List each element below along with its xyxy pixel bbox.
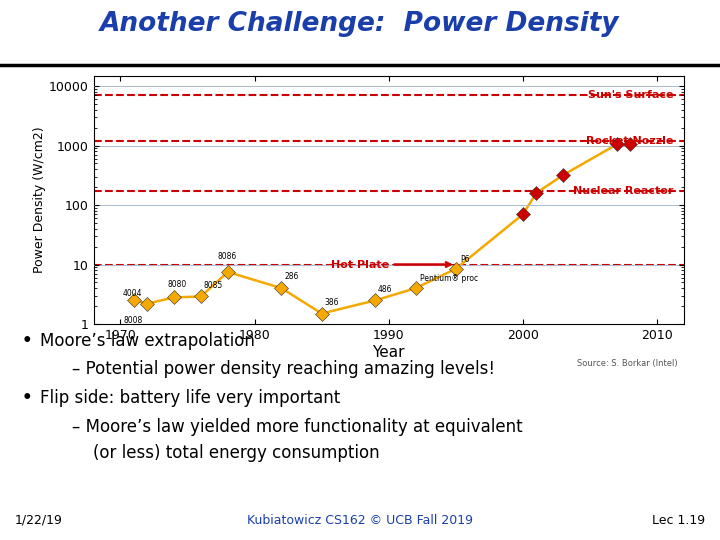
Text: P6: P6 xyxy=(460,255,469,264)
Text: – Moore’s law yielded more functionality at equivalent: – Moore’s law yielded more functionality… xyxy=(72,418,523,436)
Text: Lec 1.19: Lec 1.19 xyxy=(652,514,706,526)
Text: •: • xyxy=(22,389,32,407)
Text: Another Challenge:  Power Density: Another Challenge: Power Density xyxy=(100,11,620,37)
Text: •: • xyxy=(22,332,32,350)
Text: Hot Plate: Hot Plate xyxy=(330,260,450,269)
Text: 286: 286 xyxy=(284,272,299,281)
Text: (or less) total energy consumption: (or less) total energy consumption xyxy=(72,444,379,462)
Text: 8086: 8086 xyxy=(217,253,236,261)
Text: – Potential power density reaching amazing levels!: – Potential power density reaching amazi… xyxy=(72,360,495,377)
Text: 1/22/19: 1/22/19 xyxy=(14,514,62,526)
Text: Pentium® proc: Pentium® proc xyxy=(420,274,478,284)
Text: Source: S. Borkar (Intel): Source: S. Borkar (Intel) xyxy=(577,359,678,368)
Text: 486: 486 xyxy=(378,285,392,294)
Text: Nuclear Reactor: Nuclear Reactor xyxy=(573,186,673,197)
Text: Rocket Nozzle: Rocket Nozzle xyxy=(586,136,673,146)
Text: Flip side: battery life very important: Flip side: battery life very important xyxy=(40,389,340,407)
Text: Moore’s law extrapolation: Moore’s law extrapolation xyxy=(40,332,254,350)
X-axis label: Year: Year xyxy=(372,345,405,360)
Text: 8080: 8080 xyxy=(168,280,186,289)
Text: Sun's Surface: Sun's Surface xyxy=(588,90,673,100)
Text: Kubiatowicz CS162 © UCB Fall 2019: Kubiatowicz CS162 © UCB Fall 2019 xyxy=(247,514,473,526)
Text: 4004: 4004 xyxy=(123,289,143,298)
Text: 8085: 8085 xyxy=(204,281,223,290)
Y-axis label: Power Density (W/cm2): Power Density (W/cm2) xyxy=(33,126,46,273)
Text: 386: 386 xyxy=(325,298,339,307)
Text: 8008: 8008 xyxy=(123,316,143,325)
